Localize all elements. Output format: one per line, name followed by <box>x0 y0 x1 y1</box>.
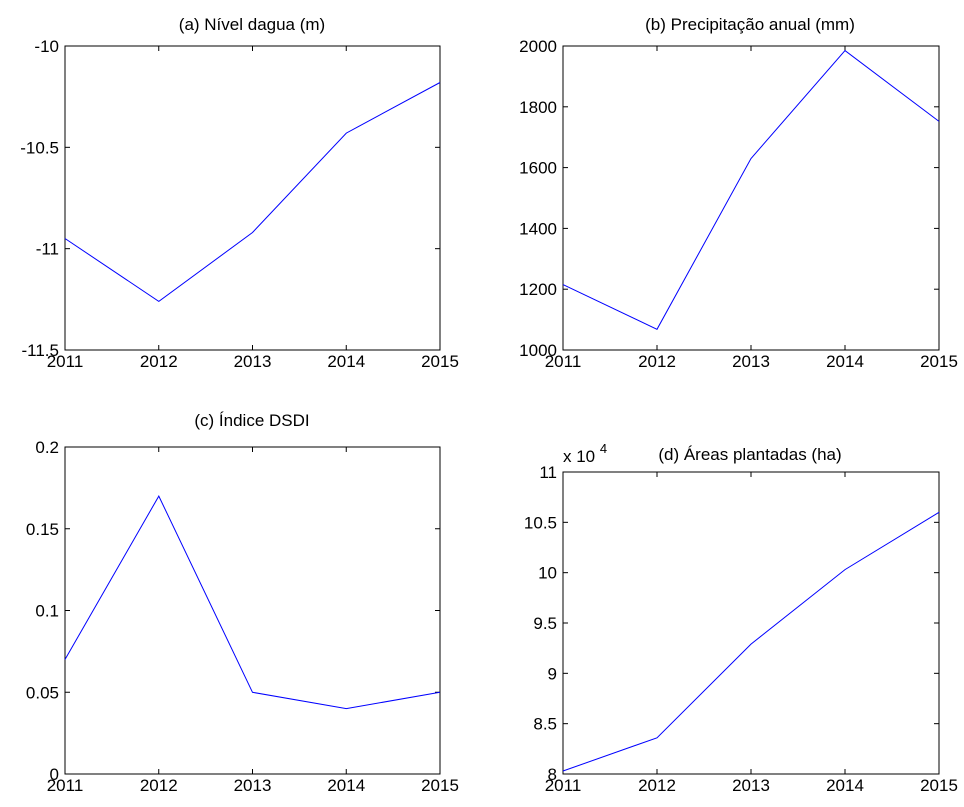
subplot-d-xtick-label: 2014 <box>826 776 864 795</box>
subplot-a-ytick-label: -10 <box>34 37 59 56</box>
subplot-b-axes <box>562 45 940 351</box>
subplot-d-ytick-label: 8.5 <box>533 715 557 734</box>
subplot-c-tick-labels: 2011 2012 2013 2014 2015 0 0.05 0.1 0.15 0.2 <box>26 438 459 795</box>
subplot-a-ytick-label: -11 <box>36 240 59 259</box>
subplot-b-ytick-label: 1800 <box>519 98 557 117</box>
subplot-c-xtick-label: 2014 <box>327 776 365 795</box>
subplot-b-series-line <box>562 49 940 330</box>
subplot-b-ytick-label: 1600 <box>519 159 557 178</box>
subplot-c: (c) Índice DSDI 2011 2012 2013 2014 2015 0 0.0… <box>26 411 459 795</box>
subplot-c-xtick-label: 2013 <box>234 776 272 795</box>
subplot-a-title: (a) Nível dagua (m) <box>179 15 325 34</box>
subplot-d-ticks <box>562 471 940 775</box>
subplot-b-xtick-label: 2011 <box>545 352 582 371</box>
subplot-a: (a) Nível dagua (m) 2011 2012 2013 2014 2015… <box>20 15 459 371</box>
subplot-b-tick-labels: 2011 2012 2013 2014 2015 1000 1200 1400 1600 1800… <box>519 37 958 371</box>
subplot-a-xtick-label: 2015 <box>421 352 459 371</box>
subplot-c-series-line <box>64 495 441 710</box>
subplot-c-ytick-label: 0.1 <box>35 602 59 621</box>
subplot-d-scale-base: x 10 <box>563 447 595 466</box>
subplot-a-xtick-label: 2011 <box>47 352 84 371</box>
subplot-b-xtick-label: 2014 <box>826 352 864 371</box>
subplot-d-scale-factor: x 10 4 <box>563 441 607 466</box>
subplot-a-series-line <box>64 82 441 303</box>
subplot-d-ytick-label: 9.5 <box>533 614 557 633</box>
subplot-b-ytick-label: 1000 <box>519 341 557 360</box>
subplot-a-axes <box>64 45 441 351</box>
subplot-d-series-line <box>562 511 940 772</box>
subplot-d-tick-labels: 2011 2012 2013 2014 2015 8 8.5 9 9.5 10 10.5 11 <box>524 463 958 795</box>
subplot-c-ytick-label: 0.2 <box>35 438 59 457</box>
subplot-d-ytick-label: 8 <box>548 765 557 784</box>
subplot-d-ytick-label: 11 <box>539 463 557 482</box>
subplot-d-xtick-label: 2015 <box>920 776 958 795</box>
subplot-d-axes <box>562 471 940 775</box>
subplot-a-ytick-label: -11.5 <box>22 341 60 360</box>
subplot-d-ytick-label: 10 <box>538 564 557 583</box>
subplot-c-ytick-label: 0.15 <box>26 520 59 539</box>
subplot-d-scale-exponent: 4 <box>600 441 607 456</box>
subplot-d-ytick-label: 10.5 <box>524 513 557 532</box>
subplot-c-xtick-label: 2011 <box>47 776 84 795</box>
subplot-c-axes <box>64 446 441 775</box>
subplot-c-ytick-label: 0 <box>50 765 59 784</box>
subplot-b: (b) Precipitação anual (mm) 2011 2012 2013… <box>519 15 958 371</box>
subplot-b-xtick-label: 2015 <box>920 352 958 371</box>
subplot-c-xtick-label: 2015 <box>421 776 459 795</box>
subplot-c-ytick-label: 0.05 <box>26 683 59 702</box>
subplot-b-ytick-label: 2000 <box>519 37 557 56</box>
subplot-b-ytick-label: 1200 <box>519 280 557 299</box>
subplot-a-tick-labels: 2011 2012 2013 2014 2015 -11.5 -11 -10.5 -10 <box>20 37 459 371</box>
subplot-c-title: (c) Índice DSDI <box>194 411 309 430</box>
subplot-a-ticks <box>64 45 441 351</box>
subplot-d-xtick-label: 2013 <box>732 776 770 795</box>
subplot-b-xtick-label: 2013 <box>732 352 770 371</box>
subplot-d-xtick-label: 2012 <box>638 776 676 795</box>
subplot-a-xtick-label: 2014 <box>327 352 365 371</box>
subplot-a-xtick-label: 2012 <box>140 352 178 371</box>
subplot-d: (d) Áreas plantadas (ha) x 10 4 2011 2012… <box>524 441 958 795</box>
subplot-a-xtick-label: 2013 <box>234 352 272 371</box>
subplot-c-xtick-label: 2012 <box>140 776 178 795</box>
subplot-b-xtick-label: 2012 <box>638 352 676 371</box>
subplot-b-ytick-label: 1400 <box>519 219 557 238</box>
subplot-b-title: (b) Precipitação anual (mm) <box>645 15 855 34</box>
subplot-d-title: (d) Áreas plantadas (ha) <box>658 445 841 464</box>
subplot-d-xtick-label: 2011 <box>545 776 582 795</box>
subplot-d-ytick-label: 9 <box>548 664 557 683</box>
subplot-a-ytick-label: -10.5 <box>20 138 59 157</box>
